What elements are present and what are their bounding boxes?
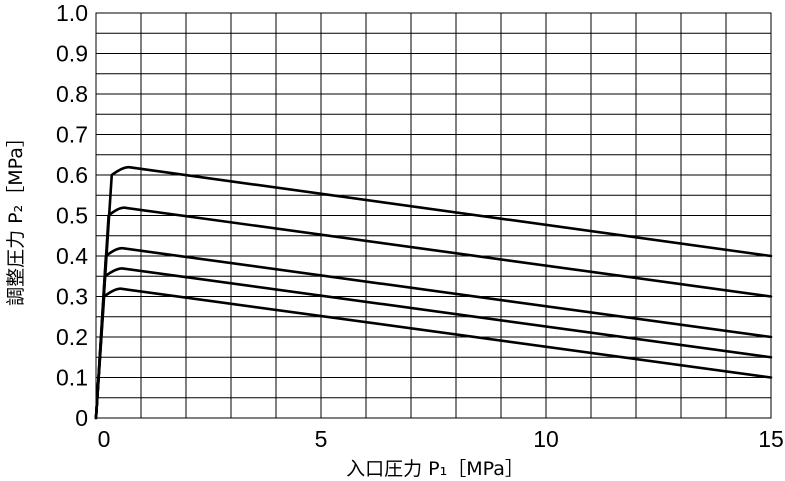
y-tick-label: 0.8: [56, 81, 88, 107]
series-line-2: [94, 206, 773, 420]
series-line-1: [94, 165, 773, 420]
y-tick-label: 0.7: [56, 122, 88, 148]
y-tick-label: 0.5: [56, 203, 88, 229]
grid: [95, 12, 772, 419]
series-lines: [94, 165, 773, 420]
y-axis-label: 調整圧力 P₂［MPa］: [5, 128, 27, 306]
series-line-3: [94, 246, 773, 420]
plot-frame: [95, 12, 772, 419]
y-tick-label: 0.2: [56, 324, 88, 350]
y-tick-label: 0: [75, 405, 88, 431]
x-tick-label: 5: [315, 426, 328, 452]
x-axis-label: 入口圧力 P₁［MPa］: [346, 458, 524, 480]
x-tick-label: 15: [758, 426, 784, 452]
y-tick-label: 0.9: [56, 41, 88, 67]
y-tick-label: 0.3: [56, 284, 88, 310]
x-tick-label: 0: [98, 426, 111, 452]
y-tick-label: 0.6: [56, 162, 88, 188]
y-tick-label: 0.1: [56, 365, 88, 391]
y-tick-label: 1.0: [56, 0, 88, 26]
y-tick-label: 0.4: [56, 243, 88, 269]
x-tick-labels: 0 5 10 15: [98, 426, 784, 452]
x-tick-label: 10: [533, 426, 559, 452]
series-line-5: [94, 287, 773, 420]
series-line-4: [94, 267, 773, 420]
y-tick-labels: 0 0.1 0.2 0.3 0.4 0.5 0.6 0.7 0.8 0.9 1.0: [56, 0, 88, 431]
